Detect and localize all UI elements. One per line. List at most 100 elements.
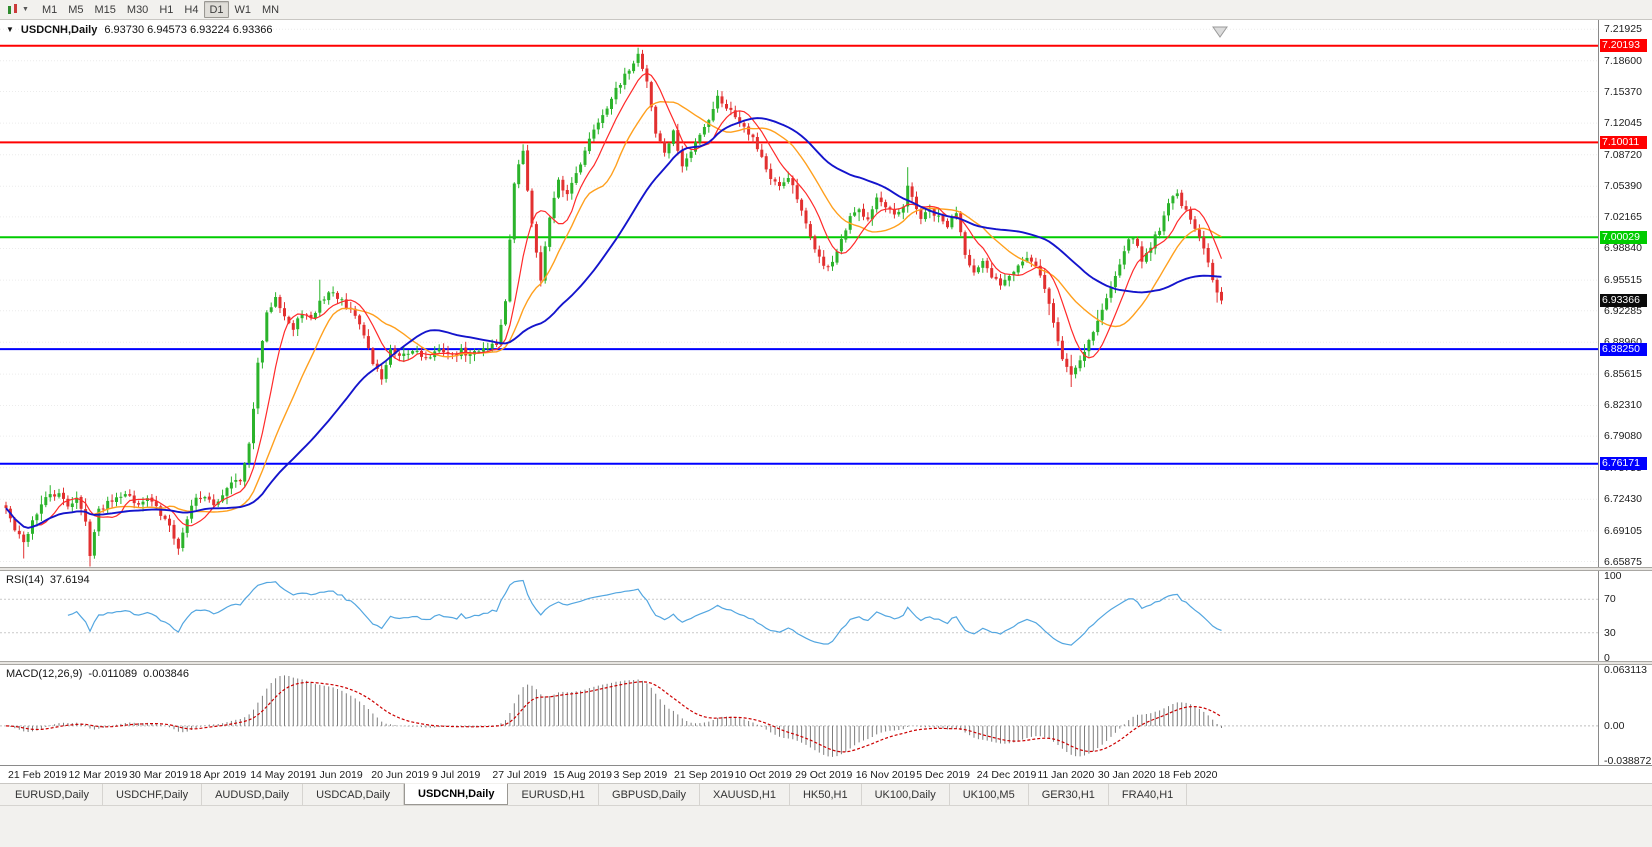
price-tick: 7.18600 bbox=[1604, 54, 1642, 67]
rsi-chart-canvas bbox=[0, 571, 1598, 661]
timeframe-button-h4[interactable]: H4 bbox=[184, 3, 199, 16]
date-label: 20 Jun 2019 bbox=[371, 769, 430, 781]
date-label: 3 Sep 2019 bbox=[613, 769, 668, 781]
price-tick: 7.12045 bbox=[1604, 117, 1642, 130]
price-chart-svg[interactable] bbox=[0, 20, 1598, 567]
macd-axis: 0.063113 0.00 -0.038872 bbox=[1598, 665, 1652, 765]
chart-shift-marker[interactable] bbox=[1212, 26, 1228, 38]
tab-eurusd-daily[interactable]: EURUSD,Daily bbox=[2, 784, 103, 805]
chart-menu-icon[interactable]: ▼ bbox=[6, 25, 14, 34]
timeframe-button-m5[interactable]: M5 bbox=[68, 3, 84, 16]
macd-svg bbox=[0, 675, 1598, 757]
rsi-axis: 100 70 30 0 bbox=[1598, 571, 1652, 661]
tab-usdchf-daily[interactable]: USDCHF,Daily bbox=[103, 784, 203, 805]
timeframe-button-d1[interactable]: D1 bbox=[204, 1, 229, 18]
macd-tick: 0.063113 bbox=[1604, 665, 1648, 676]
tab-usdcad-daily[interactable]: USDCAD,Daily bbox=[303, 784, 405, 805]
price-axis[interactable]: 7.21925 7.18600 7.15370 7.12045 7.08720 7.053… bbox=[1598, 20, 1652, 567]
date-label: 10 Oct 2019 bbox=[734, 769, 792, 781]
timeframe-button-w1[interactable]: W1 bbox=[234, 3, 252, 16]
level-price-badge: 6.88250 bbox=[1600, 342, 1647, 356]
macd-panel[interactable]: MACD(12,26,9) -0.011089 0.003846 0.06311… bbox=[0, 665, 1652, 765]
chart-symbol-label: USDCNH,Daily bbox=[20, 24, 98, 36]
price-tick: 7.21925 bbox=[1604, 23, 1642, 36]
tab-xauusd-h1[interactable]: XAUUSD,H1 bbox=[700, 784, 790, 805]
price-tick: 6.95515 bbox=[1604, 274, 1642, 287]
level-price-badge: 7.20193 bbox=[1600, 39, 1647, 53]
tab-usdcnh-daily[interactable]: USDCNH,Daily bbox=[404, 783, 509, 805]
rsi-value: 37.6194 bbox=[49, 574, 90, 586]
chart-title: ▼ USDCNH,Daily 6.93730 6.94573 6.93224 6… bbox=[6, 24, 273, 36]
chart-type-dropdown[interactable]: ▼ bbox=[6, 3, 29, 16]
rsi-label: RSI(14) 37.6194 bbox=[6, 574, 90, 586]
chevron-down-icon: ▼ bbox=[22, 6, 29, 13]
level-price-badge: 6.76171 bbox=[1600, 457, 1647, 471]
level-price-badge: 7.10011 bbox=[1600, 135, 1647, 149]
tab-audusd-daily[interactable]: AUDUSD,Daily bbox=[202, 784, 304, 805]
panel-divider[interactable] bbox=[0, 567, 1652, 571]
price-tick: 6.65875 bbox=[1604, 555, 1642, 567]
tab-fra40-h1[interactable]: FRA40,H1 bbox=[1109, 784, 1188, 805]
date-label: 18 Feb 2020 bbox=[1158, 769, 1218, 781]
bottom-filler bbox=[0, 805, 1652, 847]
price-chart-canvas[interactable] bbox=[0, 20, 1598, 567]
current-price-badge: 6.93366 bbox=[1600, 293, 1647, 307]
timeframe-button-m1[interactable]: M1 bbox=[41, 3, 58, 16]
time-axis[interactable]: 21 Feb 2019 12 Mar 2019 30 Mar 2019 18 Apr … bbox=[0, 765, 1652, 783]
rsi-tick: 70 bbox=[1604, 593, 1616, 606]
date-label: 1 Jun 2019 bbox=[310, 769, 363, 781]
price-tick: 7.15370 bbox=[1604, 85, 1642, 98]
date-label: 29 Oct 2019 bbox=[795, 769, 853, 781]
macd-chart-canvas bbox=[0, 665, 1598, 765]
date-label: 11 Jan 2020 bbox=[1037, 769, 1095, 781]
date-label: 21 Feb 2019 bbox=[8, 769, 67, 781]
price-tick: 6.85615 bbox=[1604, 368, 1642, 381]
timeframe-button-mn[interactable]: MN bbox=[262, 3, 280, 16]
macd-histogram bbox=[9, 675, 1222, 757]
candles bbox=[4, 47, 1223, 567]
rsi-tick: 30 bbox=[1604, 626, 1616, 639]
price-tick: 6.98840 bbox=[1604, 242, 1642, 255]
date-label: 9 Jul 2019 bbox=[431, 769, 481, 781]
date-label: 24 Dec 2019 bbox=[976, 769, 1037, 781]
date-label: 14 May 2019 bbox=[250, 769, 311, 781]
timeframe-button-h1[interactable]: H1 bbox=[159, 3, 174, 16]
price-tick: 7.05390 bbox=[1604, 180, 1642, 193]
date-label: 12 Mar 2019 bbox=[68, 769, 128, 781]
chart-tabs-bar: EURUSD,Daily USDCHF,Daily AUDUSD,Daily USDC… bbox=[0, 783, 1652, 805]
price-tick: 7.08720 bbox=[1604, 148, 1642, 161]
rsi-panel[interactable]: RSI(14) 37.6194 100 70 30 0 bbox=[0, 571, 1652, 661]
rsi-svg bbox=[0, 579, 1598, 646]
date-label: 15 Aug 2019 bbox=[552, 769, 612, 781]
price-panel[interactable]: ▼ USDCNH,Daily 6.93730 6.94573 6.93224 6… bbox=[0, 20, 1652, 567]
price-tick: 6.92285 bbox=[1604, 304, 1642, 317]
macd-tick: -0.038872 bbox=[1604, 755, 1652, 765]
timeframe-button-m15[interactable]: M15 bbox=[94, 3, 116, 16]
tab-ger30-h1[interactable]: GER30,H1 bbox=[1029, 784, 1109, 805]
price-tick: 6.79080 bbox=[1604, 430, 1642, 443]
macd-label: MACD(12,26,9) -0.011089 0.003846 bbox=[6, 668, 189, 680]
price-tick: 7.02165 bbox=[1604, 210, 1642, 223]
macd-main-value: -0.011089 bbox=[88, 668, 138, 680]
level-price-badge: 7.00029 bbox=[1600, 230, 1647, 244]
macd-tick: 0.00 bbox=[1604, 719, 1625, 732]
price-tick: 6.72430 bbox=[1604, 493, 1642, 506]
rsi-name: RSI(14) bbox=[6, 574, 44, 586]
date-label: 30 Jan 2020 bbox=[1097, 769, 1156, 781]
timeframe-button-m30[interactable]: M30 bbox=[126, 3, 149, 16]
tab-hk50-h1[interactable]: HK50,H1 bbox=[790, 784, 862, 805]
timeframe-buttons: M1 M5 M15 M30 H1 H4 D1 W1 MN bbox=[37, 1, 284, 18]
macd-signal-value: 0.003846 bbox=[143, 668, 190, 680]
chart-window: ▼ USDCNH,Daily 6.93730 6.94573 6.93224 6… bbox=[0, 20, 1652, 783]
tab-eurusd-h1[interactable]: EURUSD,H1 bbox=[508, 784, 600, 805]
tab-uk100-m5[interactable]: UK100,M5 bbox=[950, 784, 1029, 805]
tab-gbpusd-daily[interactable]: GBPUSD,Daily bbox=[599, 784, 700, 805]
macd-name: MACD(12,26,9) bbox=[6, 668, 83, 680]
top-toolbar: ▼ M1 M5 M15 M30 H1 H4 D1 W1 MN bbox=[0, 0, 1652, 20]
date-label: 5 Dec 2019 bbox=[916, 769, 970, 781]
panel-divider[interactable] bbox=[0, 661, 1652, 665]
date-label: 21 Sep 2019 bbox=[674, 769, 734, 781]
candlestick-chart-icon bbox=[6, 3, 20, 16]
tab-uk100-daily[interactable]: UK100,Daily bbox=[862, 784, 950, 805]
price-tick: 6.82310 bbox=[1604, 399, 1642, 412]
